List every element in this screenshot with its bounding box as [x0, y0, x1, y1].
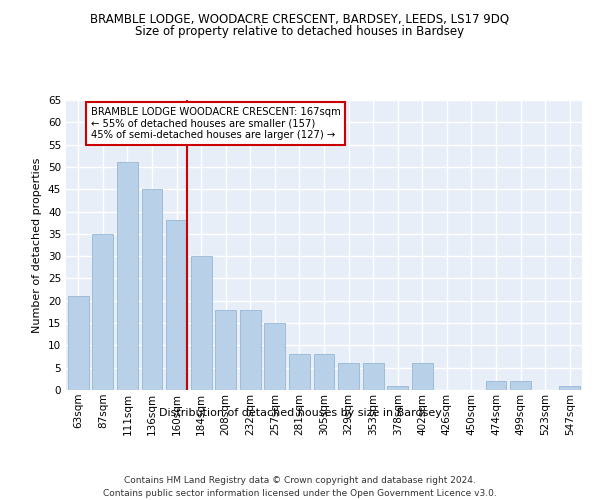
Text: Size of property relative to detached houses in Bardsey: Size of property relative to detached ho… — [136, 25, 464, 38]
Bar — [117, 162, 138, 390]
Bar — [314, 354, 334, 390]
Bar — [289, 354, 310, 390]
Bar — [191, 256, 212, 390]
Bar — [485, 381, 506, 390]
Bar — [92, 234, 113, 390]
Bar — [387, 386, 408, 390]
Text: Contains HM Land Registry data © Crown copyright and database right 2024.
Contai: Contains HM Land Registry data © Crown c… — [103, 476, 497, 498]
Bar — [338, 363, 359, 390]
Bar — [68, 296, 89, 390]
Text: BRAMBLE LODGE, WOODACRE CRESCENT, BARDSEY, LEEDS, LS17 9DQ: BRAMBLE LODGE, WOODACRE CRESCENT, BARDSE… — [91, 12, 509, 26]
Bar — [166, 220, 187, 390]
Bar — [240, 310, 261, 390]
Text: Distribution of detached houses by size in Bardsey: Distribution of detached houses by size … — [158, 408, 442, 418]
Bar — [265, 323, 286, 390]
Bar — [510, 381, 531, 390]
Bar — [412, 363, 433, 390]
Bar — [362, 363, 383, 390]
Bar — [142, 189, 163, 390]
Bar — [215, 310, 236, 390]
Text: BRAMBLE LODGE WOODACRE CRESCENT: 167sqm
← 55% of detached houses are smaller (15: BRAMBLE LODGE WOODACRE CRESCENT: 167sqm … — [91, 106, 340, 140]
Y-axis label: Number of detached properties: Number of detached properties — [32, 158, 43, 332]
Bar — [559, 386, 580, 390]
